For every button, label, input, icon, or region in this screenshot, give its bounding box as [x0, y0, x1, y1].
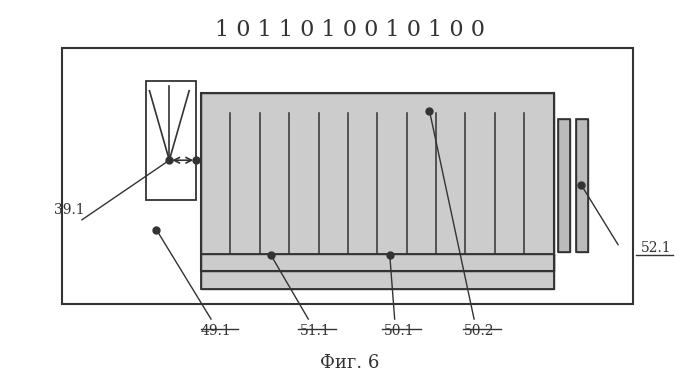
Bar [576, 118, 588, 252]
Bar [201, 254, 554, 271]
Text: 52.1: 52.1 [641, 241, 671, 254]
Bar [201, 93, 554, 289]
Bar [146, 81, 196, 200]
Bar [62, 48, 633, 304]
Bar [201, 93, 554, 289]
Text: 49.1: 49.1 [201, 324, 232, 338]
Bar [576, 118, 588, 252]
Text: 50.1: 50.1 [384, 324, 415, 338]
Bar [559, 118, 570, 252]
Bar [559, 118, 570, 252]
Text: 1 0 1 1 0 1 0 0 1 0 1 0 0: 1 0 1 1 0 1 0 0 1 0 1 0 0 [215, 19, 485, 41]
Text: 50.2: 50.2 [464, 324, 494, 338]
Text: 51.1: 51.1 [300, 324, 330, 338]
Bar [201, 254, 554, 271]
Text: Фиг. 6: Фиг. 6 [321, 354, 379, 372]
Text: 39.1: 39.1 [54, 203, 85, 217]
Bar [201, 93, 554, 271]
